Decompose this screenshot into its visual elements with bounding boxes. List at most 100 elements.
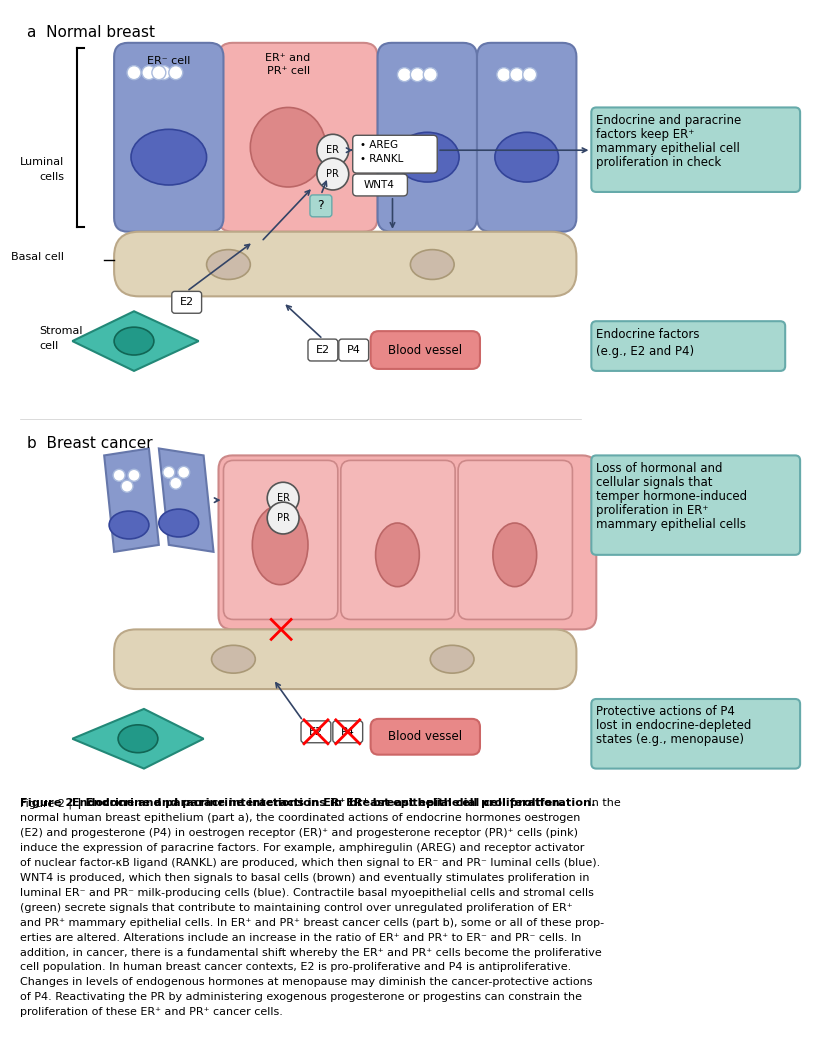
Text: cells: cells	[39, 172, 65, 182]
Text: Endocrine and paracrine: Endocrine and paracrine	[596, 114, 742, 126]
Text: WNT4 is produced, which then signals to basal cells (brown) and eventually stimu: WNT4 is produced, which then signals to …	[20, 873, 589, 883]
Text: proliferation in ER⁺: proliferation in ER⁺	[596, 504, 708, 516]
Circle shape	[170, 477, 182, 489]
Text: cellular signals that: cellular signals that	[596, 475, 712, 489]
Ellipse shape	[252, 505, 308, 585]
Text: • AREG: • AREG	[360, 140, 398, 151]
Text: Loss of hormonal and: Loss of hormonal and	[596, 462, 723, 475]
Text: a  Normal breast: a Normal breast	[27, 25, 155, 40]
Ellipse shape	[109, 511, 149, 539]
FancyBboxPatch shape	[458, 461, 573, 620]
Text: E2: E2	[180, 297, 194, 308]
Polygon shape	[72, 709, 204, 768]
Circle shape	[128, 469, 140, 482]
Text: lost in endocrine-depleted: lost in endocrine-depleted	[596, 719, 752, 733]
Text: addition, in cancer, there is a fundamental shift whereby the ER⁺ and PR⁺ cells : addition, in cancer, there is a fundamen…	[20, 948, 601, 957]
Text: normal human breast epithelium (part a), the coordinated actions of endocrine ho: normal human breast epithelium (part a),…	[20, 814, 580, 823]
Ellipse shape	[250, 108, 326, 187]
Circle shape	[142, 65, 156, 80]
Text: Stromal: Stromal	[39, 326, 83, 336]
Text: cell: cell	[39, 341, 59, 351]
FancyBboxPatch shape	[371, 331, 480, 369]
Text: (green) secrete signals that contribute to maintaining control over unregulated : (green) secrete signals that contribute …	[20, 903, 573, 913]
FancyBboxPatch shape	[218, 455, 596, 629]
Ellipse shape	[430, 645, 474, 674]
Text: Basal cell: Basal cell	[11, 252, 65, 261]
Circle shape	[411, 67, 425, 81]
Circle shape	[523, 67, 537, 81]
Text: of nuclear factor-κB ligand (RANKL) are produced, which then signal to ER⁻ and P: of nuclear factor-κB ligand (RANKL) are …	[20, 858, 600, 868]
Text: Luminal: Luminal	[20, 157, 65, 168]
FancyBboxPatch shape	[223, 461, 338, 620]
Text: b  Breast cancer: b Breast cancer	[27, 435, 152, 450]
Ellipse shape	[118, 725, 158, 753]
Polygon shape	[104, 448, 159, 552]
Text: factors keep ER⁺: factors keep ER⁺	[596, 128, 694, 141]
Text: PR: PR	[326, 169, 339, 179]
Circle shape	[113, 469, 125, 482]
Text: states (e.g., menopause): states (e.g., menopause)	[596, 734, 744, 746]
Ellipse shape	[207, 250, 250, 279]
Circle shape	[157, 65, 171, 80]
Text: Endocrine factors: Endocrine factors	[596, 328, 699, 340]
Ellipse shape	[212, 645, 255, 674]
Text: ER: ER	[326, 145, 339, 155]
Circle shape	[267, 483, 299, 514]
Text: E2: E2	[309, 727, 323, 737]
Text: Protective actions of P4: Protective actions of P4	[596, 705, 735, 719]
Text: Changes in levels of endogenous hormones at menopause may diminish the cancer-pr: Changes in levels of endogenous hormones…	[20, 977, 592, 988]
Text: In the: In the	[586, 799, 621, 808]
FancyBboxPatch shape	[341, 461, 455, 620]
FancyBboxPatch shape	[172, 291, 201, 313]
Text: Blood vessel: Blood vessel	[389, 344, 462, 356]
FancyBboxPatch shape	[308, 339, 338, 360]
Text: Figure 2 | Endocrine and paracrine interactions in ER⁺ breast epithelial cell pr: Figure 2 | Endocrine and paracrine inter…	[20, 799, 596, 809]
Circle shape	[169, 65, 182, 80]
FancyBboxPatch shape	[591, 699, 800, 768]
Text: ?: ?	[317, 199, 324, 212]
Ellipse shape	[115, 327, 154, 355]
FancyBboxPatch shape	[353, 174, 407, 196]
Text: induce the expression of paracrine factors. For example, amphiregulin (AREG) and: induce the expression of paracrine facto…	[20, 843, 584, 853]
FancyBboxPatch shape	[371, 719, 480, 755]
Text: • RANKL: • RANKL	[360, 154, 403, 164]
FancyBboxPatch shape	[310, 195, 332, 217]
Text: P4: P4	[341, 727, 355, 737]
Text: and PR⁺ mammary epithelial cells. In ER⁺ and PR⁺ breast cancer cells (part b), s: and PR⁺ mammary epithelial cells. In ER⁺…	[20, 918, 604, 928]
FancyBboxPatch shape	[477, 43, 577, 232]
Text: of P4. Reactivating the PR by administering exogenous progesterone or progestins: of P4. Reactivating the PR by administer…	[20, 992, 582, 1002]
Polygon shape	[72, 311, 199, 371]
Circle shape	[497, 67, 510, 81]
Text: Figure 2 |: Figure 2 |	[20, 799, 75, 808]
FancyBboxPatch shape	[591, 321, 785, 371]
Text: proliferation of these ER⁺ and PR⁺ cancer cells.: proliferation of these ER⁺ and PR⁺ cance…	[20, 1008, 282, 1017]
Circle shape	[152, 65, 166, 80]
Text: P4: P4	[347, 345, 361, 355]
Ellipse shape	[159, 509, 199, 536]
Ellipse shape	[395, 133, 459, 182]
Circle shape	[398, 67, 411, 81]
FancyBboxPatch shape	[591, 108, 800, 192]
Text: PR: PR	[276, 513, 290, 523]
FancyBboxPatch shape	[333, 721, 362, 743]
Text: mammary epithelial cells: mammary epithelial cells	[596, 518, 746, 530]
Text: erties are altered. Alterations include an increase in the ratio of ER⁺ and PR⁺ : erties are altered. Alterations include …	[20, 933, 581, 942]
Text: PR⁺ cell: PR⁺ cell	[267, 65, 310, 76]
FancyBboxPatch shape	[339, 339, 369, 360]
Ellipse shape	[493, 523, 537, 587]
Text: (e.g., E2 and P4): (e.g., E2 and P4)	[596, 345, 694, 357]
Text: WNT4: WNT4	[364, 180, 395, 190]
Text: ER: ER	[276, 493, 290, 503]
Polygon shape	[159, 448, 213, 552]
Circle shape	[121, 481, 133, 492]
Ellipse shape	[495, 133, 559, 182]
FancyBboxPatch shape	[218, 43, 378, 232]
Text: Endocrine and paracrine interactions in ER⁺ breast epithelial cell proliferation: Endocrine and paracrine interactions in …	[72, 799, 564, 808]
Text: temper hormone-induced: temper hormone-induced	[596, 490, 748, 503]
Text: cell population. In human breast cancer contexts, E2 is pro-proliferative and P4: cell population. In human breast cancer …	[20, 962, 571, 973]
Circle shape	[317, 158, 348, 190]
Text: luminal ER⁻ and PR⁻ milk-producing cells (blue). Contractile basal myoepithelial: luminal ER⁻ and PR⁻ milk-producing cells…	[20, 887, 594, 898]
Circle shape	[178, 466, 190, 479]
FancyBboxPatch shape	[591, 455, 800, 554]
FancyBboxPatch shape	[301, 721, 330, 743]
